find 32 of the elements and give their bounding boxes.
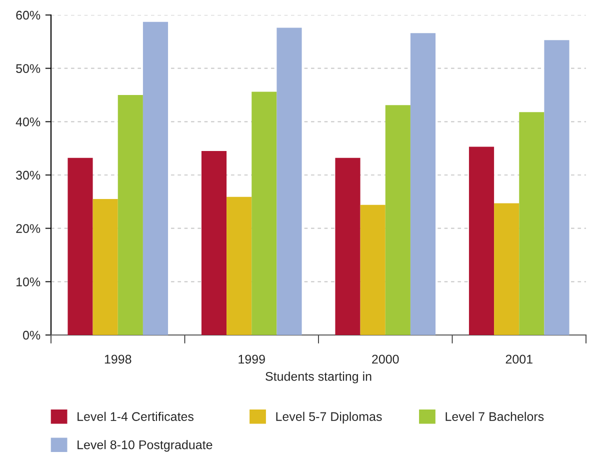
y-tick-label: 0%: [23, 330, 40, 340]
bar: [519, 112, 544, 335]
bar: [252, 92, 277, 335]
y-tick-label: 30%: [16, 170, 40, 180]
bar: [201, 151, 227, 335]
y-tick-label: 10%: [16, 277, 40, 286]
y-tick-label: 20%: [16, 224, 40, 233]
x-tick-label: 1999: [238, 354, 265, 364]
y-tick-label: 40%: [16, 117, 40, 126]
bar: [468, 146, 494, 335]
x-tick-label: 2001: [506, 354, 532, 364]
x-tick-label: 2000: [372, 354, 399, 364]
bar: [276, 28, 302, 335]
bar: [68, 158, 93, 335]
bar: [385, 105, 410, 335]
y-tick-label: 60%: [16, 10, 40, 20]
bar: [360, 204, 386, 335]
bar: [142, 22, 168, 335]
legend-label: Level 8-10 Postgraduate: [78, 440, 212, 452]
x-tick-label: 1998: [104, 354, 132, 364]
y-tick-label: 50%: [16, 64, 40, 73]
bar: [118, 95, 143, 335]
x-axis-title: Students starting in: [266, 372, 372, 384]
bar: [335, 158, 360, 335]
bar: [92, 199, 118, 335]
legend-label: Level 5-7 Diplomas: [276, 412, 382, 424]
bar: [226, 196, 252, 335]
legend-label: Level 7 Bachelors: [446, 412, 544, 421]
bar: [494, 203, 520, 335]
bar: [544, 40, 570, 335]
legend-label: Level 1-4 Certificates: [78, 412, 194, 421]
bar: [410, 33, 436, 335]
